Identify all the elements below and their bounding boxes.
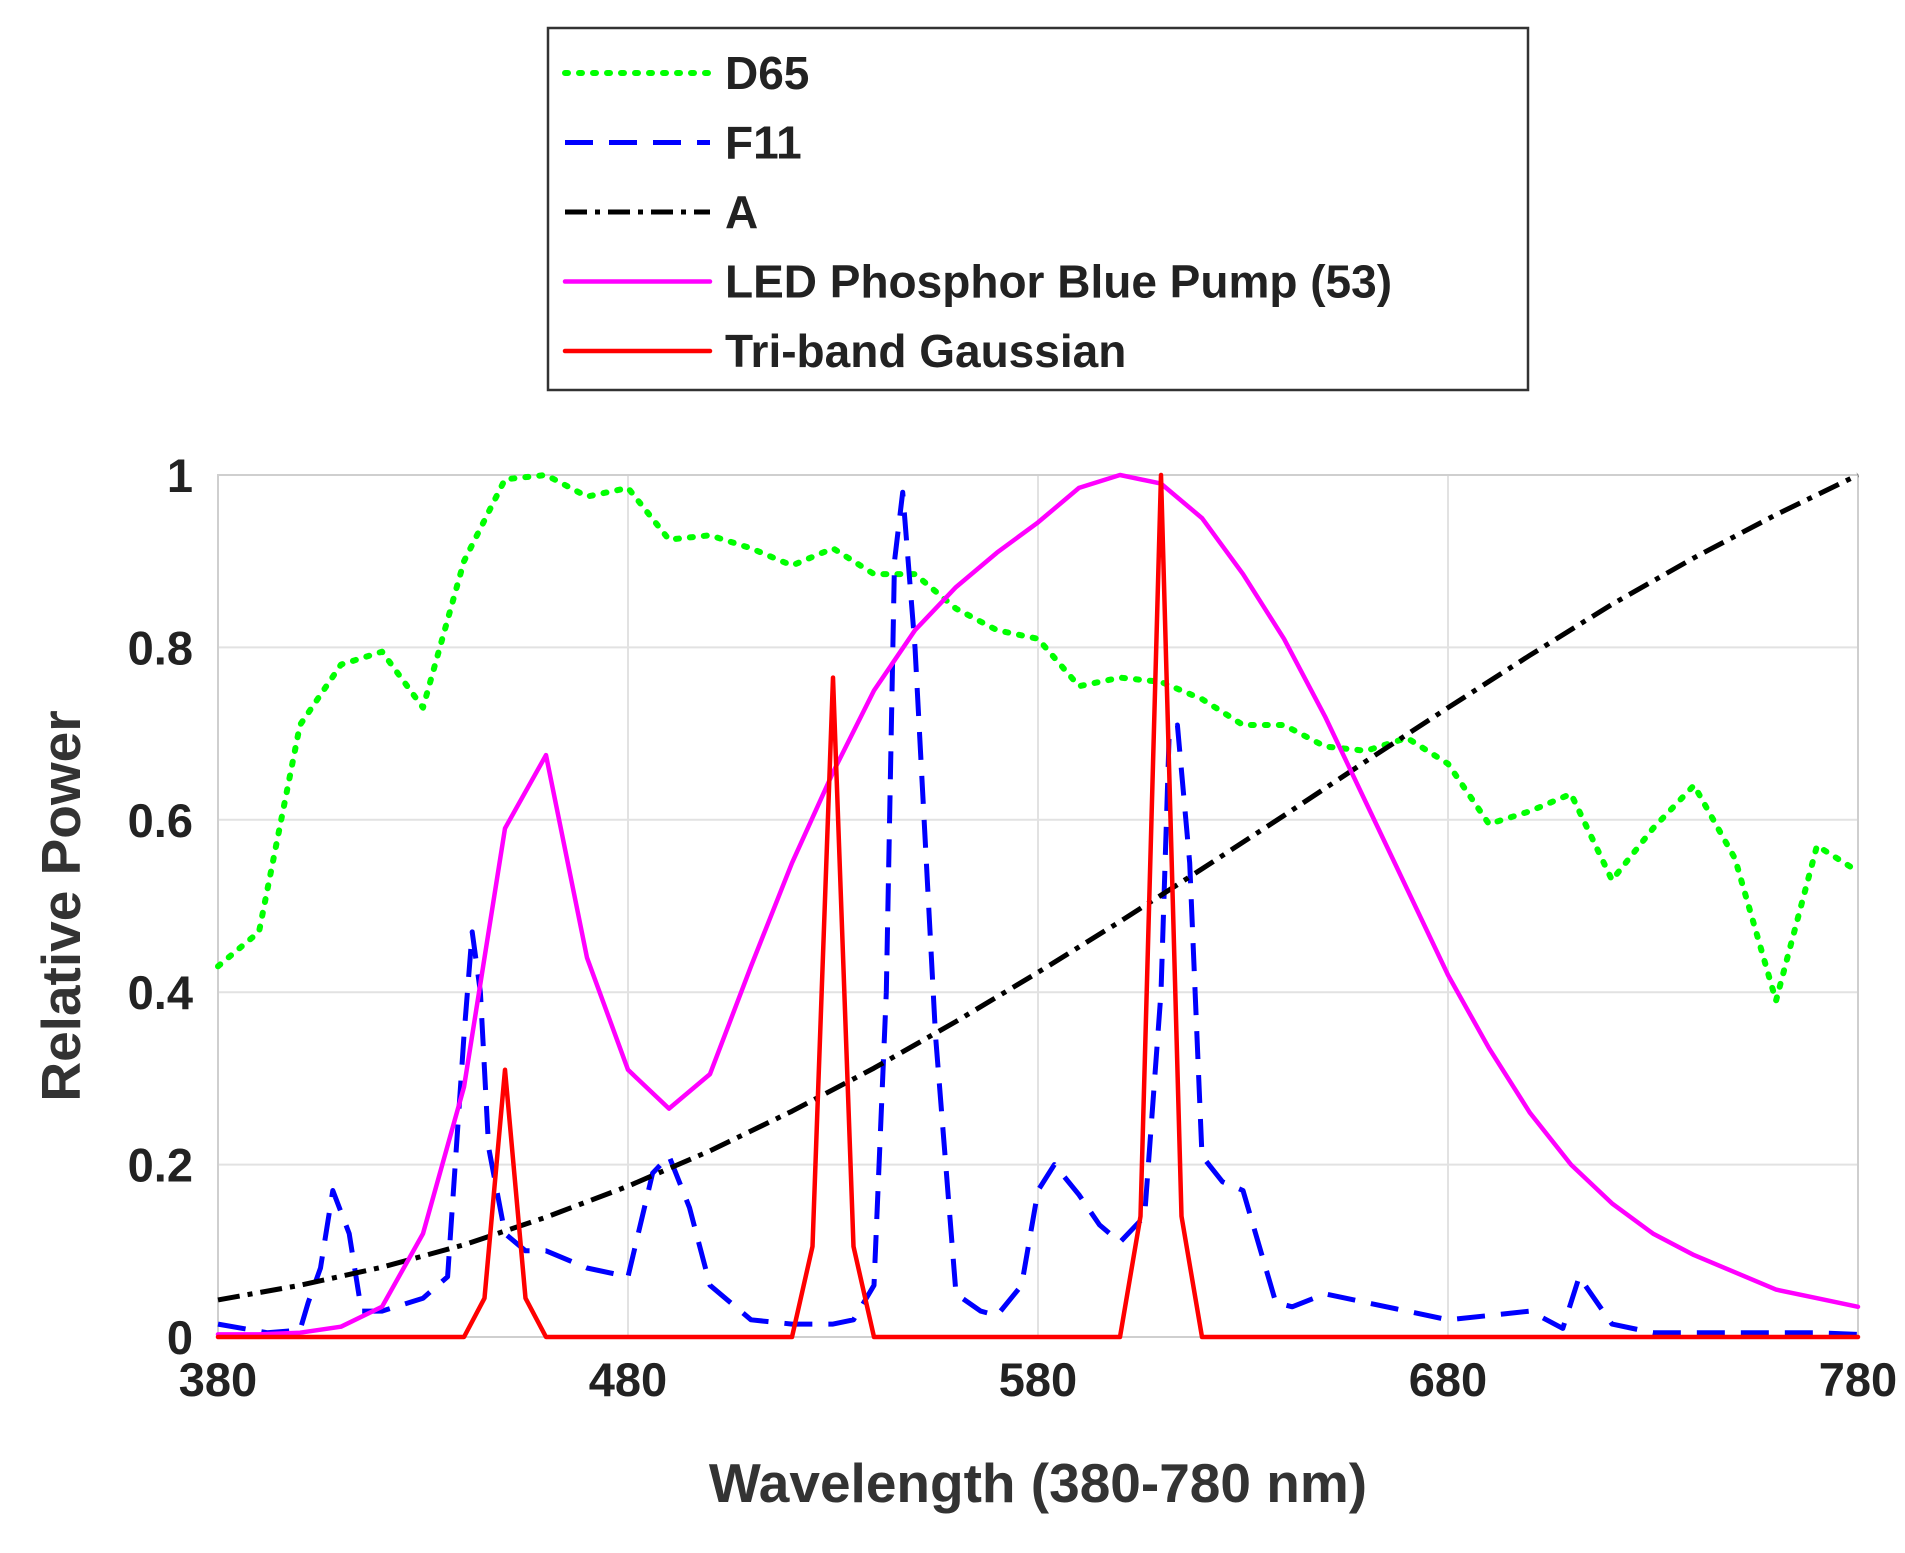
legend-label-f11: F11 bbox=[725, 117, 802, 169]
x-tick-label: 780 bbox=[1819, 1353, 1897, 1406]
x-axis-title: Wavelength (380-780 nm) bbox=[709, 1452, 1367, 1514]
series-line-f11 bbox=[217, 489, 1859, 1337]
y-tick-label: 1 bbox=[167, 449, 193, 502]
series-line-a bbox=[217, 472, 1860, 1303]
grid-lines bbox=[217, 474, 1859, 1338]
y-tick-label: 0.4 bbox=[128, 966, 193, 1019]
x-tick-label: 380 bbox=[179, 1353, 257, 1406]
legend-box bbox=[546, 26, 1530, 392]
tick-labels: 380 480 580 680 780 0 0.2 0.4 0.6 0.8 1 bbox=[128, 449, 1898, 1406]
y-tick-label: 0.8 bbox=[128, 621, 193, 674]
x-tick-label: 480 bbox=[589, 1353, 667, 1406]
legend-label-led-phosphor-blue-pump-53: LED Phosphor Blue Pump (53) bbox=[725, 256, 1392, 308]
series-layer bbox=[215, 472, 1861, 1340]
y-tick-label: 0 bbox=[167, 1311, 193, 1364]
legend-label-a: A bbox=[725, 186, 758, 238]
legend: D65 F11 A LED Phosphor Blue Pump (53) Tri-ba… bbox=[546, 26, 1530, 392]
y-tick-label: 0.2 bbox=[128, 1139, 193, 1192]
legend-label-d65: D65 bbox=[725, 47, 809, 99]
series-line-d65 bbox=[215, 472, 1861, 1004]
x-tick-label: 680 bbox=[1409, 1353, 1487, 1406]
legend-label-tri-band-gaussian: Tri-band Gaussian bbox=[725, 325, 1126, 377]
y-axis-title: Relative Power bbox=[30, 710, 92, 1101]
series-line-tri-band-gaussian bbox=[215, 472, 1861, 1340]
x-tick-label: 580 bbox=[999, 1353, 1077, 1406]
y-tick-label: 0.6 bbox=[128, 794, 193, 847]
series-line-led-phosphor-blue-pump-53 bbox=[215, 472, 1861, 1337]
